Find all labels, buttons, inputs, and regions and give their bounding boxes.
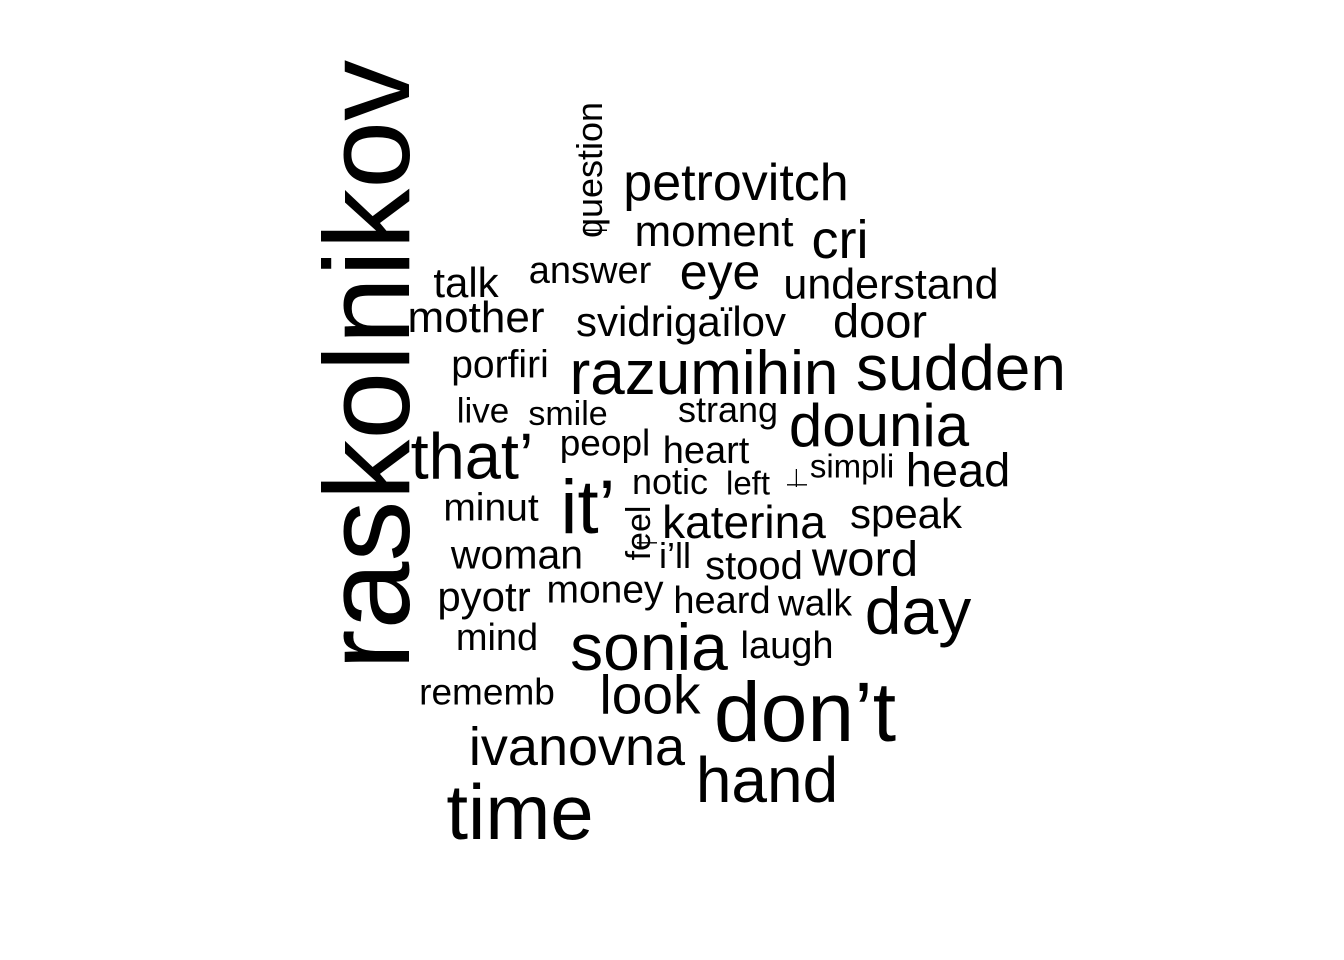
word-speak: speak xyxy=(849,490,963,537)
word-woman: woman xyxy=(450,531,584,578)
word-dont: don’t xyxy=(713,665,897,759)
word-moment: moment xyxy=(634,207,794,256)
word-dash-1: — xyxy=(585,216,607,241)
word-katerina: katerina xyxy=(662,496,826,548)
word-dash-4: — xyxy=(785,469,805,487)
word-porfiri: porfiri xyxy=(451,343,549,387)
word-notic: notic xyxy=(631,461,709,502)
word-that: that’ xyxy=(410,419,534,493)
word-money: money xyxy=(546,568,664,612)
word-hand: hand xyxy=(695,744,839,816)
word-strang: strang xyxy=(677,389,779,430)
word-look: look xyxy=(599,663,701,726)
word-talk: talk xyxy=(433,259,499,306)
word-day: day xyxy=(864,574,972,648)
word-rememb: rememb xyxy=(419,671,555,713)
word-ill: i’ll xyxy=(659,535,691,576)
word-peopl: peopl xyxy=(559,422,651,464)
word-heart: heart xyxy=(662,430,750,472)
word-understand: understand xyxy=(783,260,999,309)
word-eye: eye xyxy=(679,244,761,300)
word-razumihin: razumihin xyxy=(569,339,839,408)
word-it: it’ xyxy=(560,465,616,550)
word-mind: mind xyxy=(455,617,539,659)
word-petrovitch: petrovitch xyxy=(623,154,849,212)
word-ivanovna: ivanovna xyxy=(468,717,686,777)
word-dash-3: — xyxy=(637,531,657,553)
word-left: left xyxy=(725,464,771,502)
word-time: time xyxy=(446,768,594,856)
word-dounia: dounia xyxy=(788,392,970,459)
word-mother: mother xyxy=(407,293,545,342)
word-answer: answer xyxy=(528,250,652,292)
word-word: word xyxy=(811,532,919,587)
word-stood: stood xyxy=(705,544,803,588)
word-svidrigailov: svidrigaïlov xyxy=(575,298,787,345)
word-door: door xyxy=(832,294,928,348)
word-dash-2: — xyxy=(787,473,807,495)
word-raskolnikov: raskolnikov xyxy=(299,59,435,671)
word-simpli: simpli xyxy=(809,447,895,485)
word-laugh: laugh xyxy=(740,625,834,667)
word-smile: smile xyxy=(528,395,608,433)
word-minut: minut xyxy=(443,486,539,530)
word-sudden: sudden xyxy=(856,332,1066,404)
word-sonia: sonia xyxy=(570,610,728,684)
word-live: live xyxy=(456,391,510,431)
word-walk: walk xyxy=(777,582,853,624)
word-head: head xyxy=(905,443,1011,497)
word-pyotr: pyotr xyxy=(437,573,531,620)
word-cri: cri xyxy=(811,210,869,270)
word-heard: heard xyxy=(673,580,771,622)
